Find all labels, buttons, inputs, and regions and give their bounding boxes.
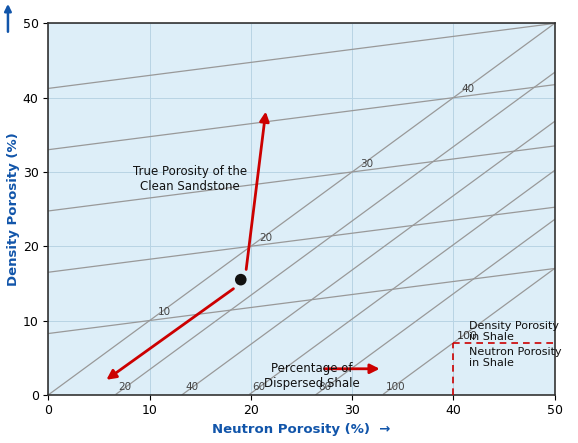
Text: Density Porosity
in Shale: Density Porosity in Shale — [469, 321, 558, 342]
X-axis label: Neutron Porosity (%)  →: Neutron Porosity (%) → — [212, 423, 391, 436]
Text: True Porosity of the
Clean Sandstone: True Porosity of the Clean Sandstone — [133, 165, 247, 194]
Text: 40: 40 — [185, 382, 198, 392]
Text: 20: 20 — [118, 382, 131, 392]
Text: 40: 40 — [461, 85, 475, 94]
Text: Percentage of
Dispersed Shale: Percentage of Dispersed Shale — [264, 362, 360, 390]
Text: 20: 20 — [259, 233, 272, 243]
Text: 30: 30 — [360, 159, 373, 169]
Text: 60: 60 — [252, 382, 265, 392]
Y-axis label: Density Porosity (%): Density Porosity (%) — [7, 132, 20, 286]
Text: Neutron Porosity
in Shale: Neutron Porosity in Shale — [469, 347, 561, 369]
Text: 10: 10 — [158, 307, 171, 317]
Text: 100: 100 — [386, 382, 405, 392]
Point — [236, 276, 246, 283]
Text: 100: 100 — [457, 330, 477, 341]
Text: 80: 80 — [318, 382, 332, 392]
